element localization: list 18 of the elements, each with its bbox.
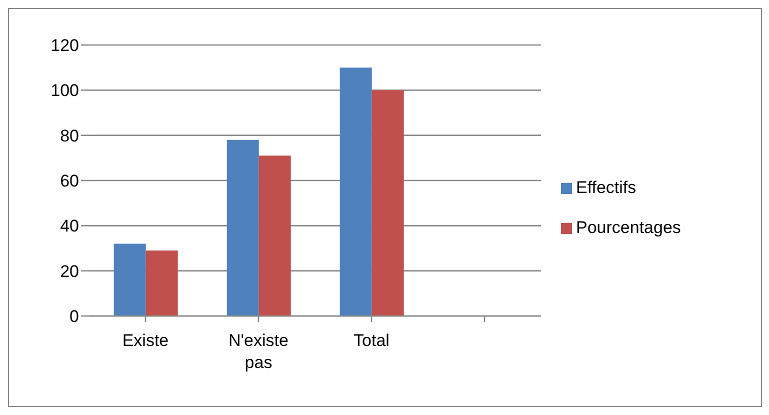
y-tick-label: 100: [50, 81, 79, 100]
y-tick-label: 40: [60, 216, 79, 236]
bar: [146, 250, 178, 316]
legend-label: Effectifs: [576, 178, 636, 196]
x-tick-label: Existe: [122, 331, 169, 350]
bar: [114, 244, 146, 316]
bar: [226, 140, 259, 316]
y-tick-label: 60: [60, 172, 79, 191]
legend-label: Pourcentages: [576, 218, 681, 236]
y-tick-label: 80: [60, 126, 79, 146]
y-tick-label: 20: [60, 262, 79, 281]
bar: [372, 90, 404, 316]
y-tick-label: 120: [50, 36, 79, 56]
y-tick-label: 0: [70, 307, 79, 326]
x-tick-label: Total: [354, 331, 390, 350]
x-tick-label: N'existe pas: [228, 331, 288, 372]
bar: [340, 68, 372, 316]
bar: [258, 156, 291, 316]
